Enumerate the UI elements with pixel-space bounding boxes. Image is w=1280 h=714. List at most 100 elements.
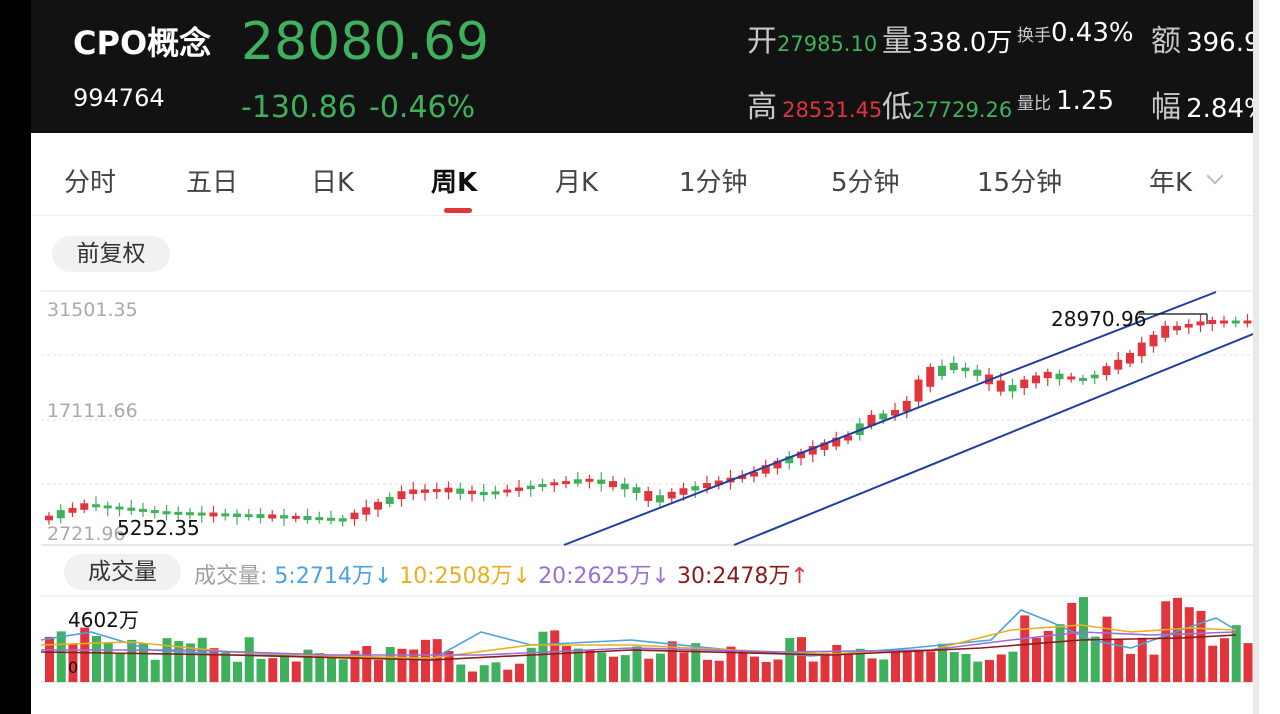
candle-body xyxy=(1043,371,1052,379)
volume-bar xyxy=(1020,615,1030,682)
candle-body xyxy=(1161,325,1170,338)
candle-body xyxy=(879,413,888,420)
volume-bar xyxy=(327,657,336,682)
volume-bar xyxy=(45,636,54,682)
tab-intraday[interactable]: 分时 xyxy=(64,168,117,198)
volume-bar xyxy=(256,658,266,682)
index-name: CPO概念 xyxy=(73,24,212,62)
candle-body xyxy=(926,366,935,387)
stat-low: 低27729.26 xyxy=(882,90,1013,125)
candle-body xyxy=(491,491,500,495)
candle-body xyxy=(103,505,112,509)
candle-body xyxy=(1137,342,1146,357)
adjust-button[interactable]: 前复权 xyxy=(52,236,170,272)
stat-open: 开27985.10 xyxy=(747,24,878,59)
volume-bar xyxy=(479,665,489,682)
candle-body xyxy=(244,514,253,518)
price-axis-mid: 17111.66 xyxy=(47,400,138,422)
candle-body xyxy=(585,478,594,482)
tab-1-minute[interactable]: 1分钟 xyxy=(679,168,748,198)
tab-5-minute[interactable]: 5分钟 xyxy=(831,168,900,198)
volume-bar xyxy=(1055,624,1065,682)
volume-ma20: 20:2625万 xyxy=(538,564,652,589)
volume-bar xyxy=(761,661,771,682)
candle-body xyxy=(1079,377,1087,381)
volume-bar xyxy=(538,631,548,682)
candle-body xyxy=(1208,319,1217,325)
candle-body xyxy=(820,442,829,450)
candle-body xyxy=(632,487,641,493)
volume-bar xyxy=(867,658,877,682)
price-axis-top: 31501.35 xyxy=(47,299,138,321)
tab-five-day[interactable]: 五日 xyxy=(186,168,239,198)
candle-body xyxy=(750,471,758,477)
tab-15-minute[interactable]: 15分钟 xyxy=(977,168,1063,198)
candle-body xyxy=(1114,359,1123,370)
candle-body xyxy=(1102,366,1111,376)
volume-title: 成交量: xyxy=(194,564,268,589)
tab-daily-k[interactable]: 日K xyxy=(311,168,355,198)
volume-bar xyxy=(127,639,137,682)
volume-bar xyxy=(150,659,160,682)
volume-bar xyxy=(186,643,195,682)
volume-ma-row: 成交量: 5:2714万↓ 10:2508万↓ 20:2625万↓ 30:247… xyxy=(194,558,809,590)
candle-body xyxy=(573,479,582,484)
price-axis-bottom: 2721.96 xyxy=(47,523,126,545)
arrow-down-icon: ↓ xyxy=(651,564,670,589)
candle-body xyxy=(421,489,429,493)
volume-bar xyxy=(1126,653,1135,682)
candle-body xyxy=(432,489,441,493)
volume-indicator-button[interactable]: 成交量 xyxy=(64,554,181,590)
tab-monthly-k[interactable]: 月K xyxy=(555,168,599,198)
tab-yearly-k[interactable]: 年K xyxy=(1149,168,1193,198)
candle-body xyxy=(550,482,559,486)
candle-body xyxy=(456,488,465,494)
candle-body xyxy=(362,507,371,515)
volume-bar xyxy=(468,671,477,682)
candle-body xyxy=(1231,320,1240,324)
volume-bar xyxy=(855,648,865,682)
candle-body xyxy=(1126,352,1134,364)
stat-turnover: 换手0.43% xyxy=(1017,18,1134,48)
volume-bar xyxy=(444,650,454,682)
volume-bar xyxy=(209,648,219,682)
period-tabs: 分时 五日 日K 周K 月K 1分钟 5分钟 15分钟 年K xyxy=(31,148,1253,216)
volume-bar xyxy=(703,659,712,682)
volume-bar xyxy=(385,646,395,682)
candle-body xyxy=(409,489,418,495)
volume-bar xyxy=(303,649,313,682)
candle-body xyxy=(1149,334,1158,347)
volume-bar xyxy=(620,655,630,682)
volume-bar xyxy=(773,659,783,682)
volume-bar xyxy=(432,639,442,682)
candle-body xyxy=(1184,323,1193,328)
candle-body xyxy=(597,479,606,484)
volume-ma30: 30:2478万 xyxy=(676,564,791,589)
volume-bar xyxy=(808,661,818,682)
candle-body xyxy=(714,480,723,486)
kline-chart[interactable] xyxy=(31,0,1253,714)
volume-bar xyxy=(926,651,936,682)
volume-bar xyxy=(879,659,889,682)
candle-body xyxy=(303,515,312,521)
volume-bar xyxy=(80,627,90,682)
candle-body xyxy=(1055,373,1064,380)
volume-bar xyxy=(597,652,607,682)
candle-body xyxy=(667,491,676,499)
volume-bar xyxy=(785,637,795,682)
volume-bar xyxy=(726,646,736,682)
volume-bar xyxy=(1043,630,1053,682)
volume-bar xyxy=(750,656,759,682)
volume-bar xyxy=(938,643,947,682)
stock-app: CPO概念 994764 28080.69 -130.86 -0.46% 开27… xyxy=(31,0,1253,714)
volume-bar xyxy=(233,661,242,682)
candle-body xyxy=(315,517,324,521)
price-change: -130.86 xyxy=(241,90,357,125)
candle-body xyxy=(609,481,617,488)
candle-body xyxy=(938,365,946,377)
price-change-pct: -0.46% xyxy=(369,90,476,125)
candle-body xyxy=(679,488,688,495)
tab-weekly-k[interactable]: 周K xyxy=(431,168,478,198)
candle-body xyxy=(538,484,547,488)
trend-channel-upper xyxy=(563,291,1217,546)
